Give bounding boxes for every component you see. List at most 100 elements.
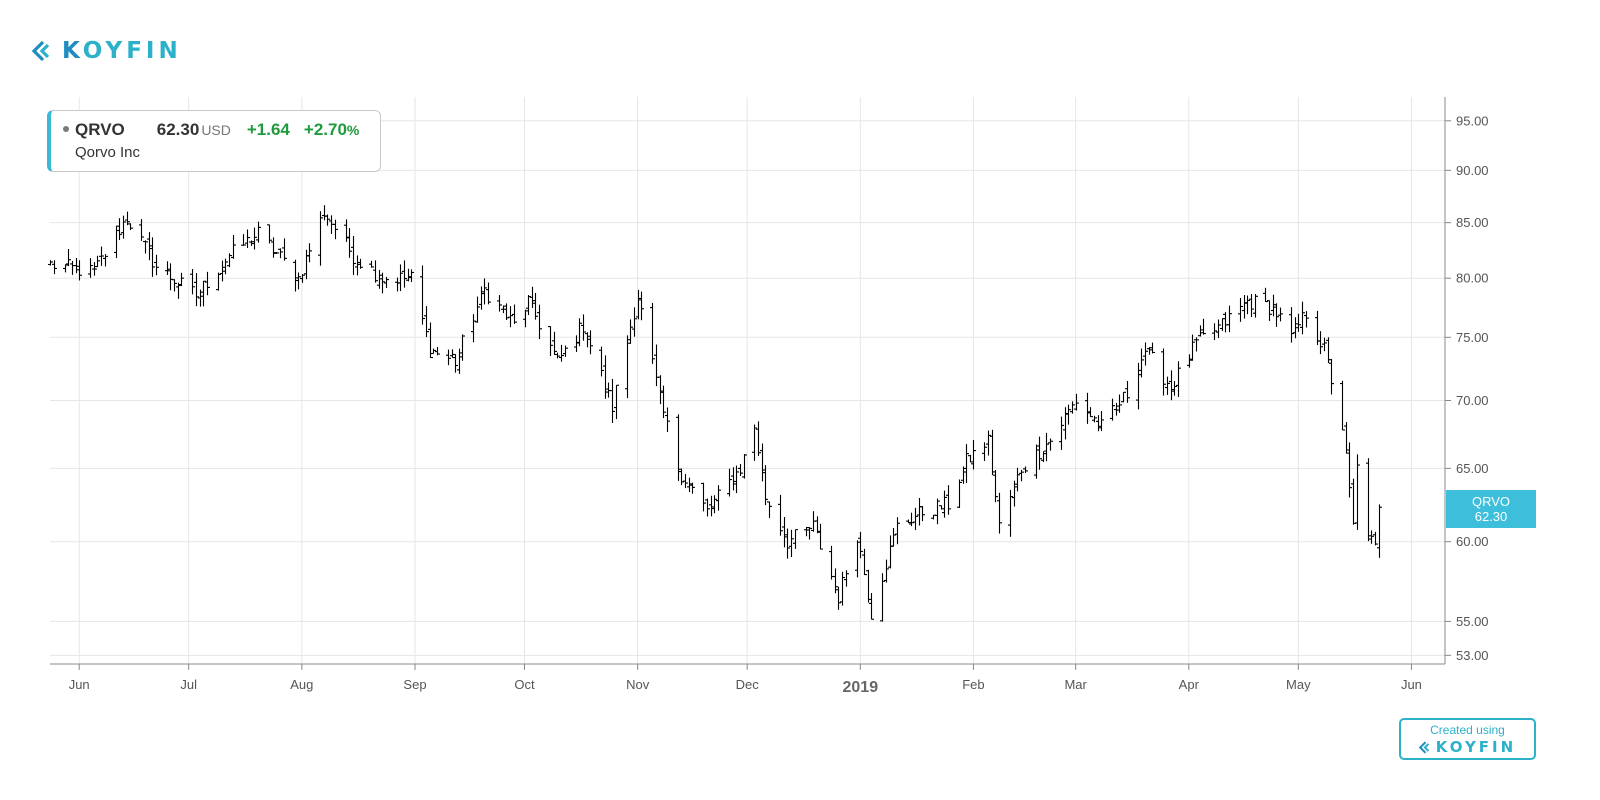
ohlc-bar	[431, 348, 436, 355]
ohlc-bar	[1245, 295, 1250, 315]
ohlc-bar	[176, 282, 181, 299]
ohlc-bar	[909, 512, 914, 527]
ohlc-bar	[767, 501, 772, 518]
ohlc-bar	[1293, 317, 1298, 339]
percent-change: +2.70%	[303, 120, 360, 139]
ohlc-bar	[223, 258, 228, 275]
ohlc-bar	[628, 319, 633, 344]
ohlc-bar	[99, 246, 104, 266]
ohlc-bar	[581, 314, 586, 341]
ohlc-bar	[1161, 348, 1166, 396]
koyfin-logo[interactable]: KOYFIN	[32, 38, 182, 64]
ohlc-bar	[74, 258, 79, 274]
x-tick-label: Apr	[1179, 677, 1200, 692]
x-tick-label: Aug	[290, 677, 313, 692]
ohlc-bar	[625, 335, 630, 399]
ohlc-bar	[1012, 480, 1017, 507]
ohlc-bar	[1099, 411, 1104, 432]
ohlc-bar	[913, 507, 918, 531]
ohlc-bar	[293, 259, 298, 292]
price-tag-ticker: QRVO	[1471, 494, 1511, 509]
currency: USD	[201, 122, 231, 138]
last-price-tag: QRVO 62.30	[1446, 490, 1536, 528]
ohlc-bar	[1238, 297, 1243, 322]
ohlc-bar	[1194, 337, 1199, 352]
ohlc-bar	[804, 527, 809, 537]
ohlc-bar	[738, 464, 743, 476]
ohlc-bar	[1355, 454, 1360, 530]
ohlc-bar	[727, 468, 732, 497]
ohlc-bar	[523, 309, 528, 328]
x-tick-label: Jun	[1401, 677, 1422, 692]
ohlc-bar	[460, 334, 465, 361]
ohlc-bar	[479, 286, 484, 310]
x-tick-label: 2019	[843, 679, 879, 696]
ohlc-bar	[537, 304, 542, 340]
ohlc-bar	[1136, 362, 1141, 410]
ohlc-bar	[891, 527, 896, 547]
ohlc-bar	[1008, 489, 1013, 537]
y-tick-label: 85.00	[1456, 215, 1489, 230]
ohlc-bar	[172, 279, 177, 292]
x-tick-label: Sep	[403, 677, 426, 692]
ohlc-bar	[398, 264, 403, 292]
ohlc-bar	[548, 326, 553, 357]
x-axis-labels: Jun Jul Aug Sep Oct Nov Dec 2019 Feb Mar Apr May Jun	[69, 677, 1422, 696]
ohlc-bar	[450, 349, 455, 359]
ohlc-bar	[986, 430, 991, 456]
ohlc-bar	[1369, 530, 1374, 544]
ohlc-bar	[296, 272, 301, 290]
koyfin-diamond-icon	[1418, 740, 1429, 754]
chart-axes	[50, 97, 1451, 670]
created-using-badge[interactable]: Created using KOYFIN	[1399, 718, 1536, 760]
ohlc-bar	[347, 228, 352, 258]
ohlc-bar	[997, 492, 1002, 534]
ohlc-bar	[1041, 451, 1046, 463]
ohlc-bar	[964, 444, 969, 483]
ohlc-bar	[760, 443, 765, 482]
ohlc-bar	[1019, 469, 1024, 482]
quote-legend: QRVO 62.30 USD +1.64 +2.70% Qorvo Inc	[47, 110, 381, 172]
ohlc-bar	[1315, 310, 1320, 346]
ticker-symbol[interactable]: QRVO	[75, 120, 125, 139]
ohlc-bar	[701, 482, 706, 512]
ohlc-bar	[198, 289, 203, 307]
ohlc-bar	[1015, 467, 1020, 492]
ohlc-bar	[63, 264, 68, 273]
ohlc-bar	[1037, 436, 1042, 470]
ohlc-bar	[1377, 504, 1382, 558]
ohlc-bar	[1121, 391, 1126, 403]
ohlc-bar	[778, 494, 783, 536]
ohlc-bar	[982, 442, 987, 461]
ohlc-bar	[1096, 415, 1101, 432]
ohlc-bar	[402, 260, 407, 288]
ohlc-bar	[818, 523, 823, 550]
ohlc-bar	[355, 255, 360, 276]
ohlc-bar	[888, 535, 893, 569]
ohlc-bar	[858, 531, 863, 559]
ohlc-bar	[1201, 318, 1206, 335]
ohlc-bar	[103, 254, 108, 267]
ohlc-bar	[705, 498, 710, 517]
ohlc-bar	[971, 439, 976, 470]
ohlc-bar	[946, 485, 951, 515]
y-tick-label: 70.00	[1456, 393, 1489, 408]
ohlc-bar	[559, 344, 564, 362]
ohlc-bar	[1216, 319, 1221, 339]
ohlc-bar	[435, 347, 440, 356]
ohlc-bar	[844, 570, 849, 587]
ohlc-bar	[245, 229, 250, 249]
y-tick-label: 95.00	[1456, 113, 1489, 128]
ohlc-bar	[658, 375, 663, 405]
ohlc-bar	[1114, 402, 1119, 416]
ohlc-bar	[782, 517, 787, 548]
ohlc-bar	[1125, 380, 1130, 403]
ohlc-bar	[282, 238, 287, 261]
koyfin-diamond-icon	[32, 40, 50, 62]
ohlc-bar	[829, 545, 834, 580]
ohlc-bar	[274, 252, 279, 254]
ohlc-bar	[1085, 392, 1090, 424]
ohlc-bar	[614, 384, 619, 420]
ohlc-bar	[533, 293, 538, 320]
